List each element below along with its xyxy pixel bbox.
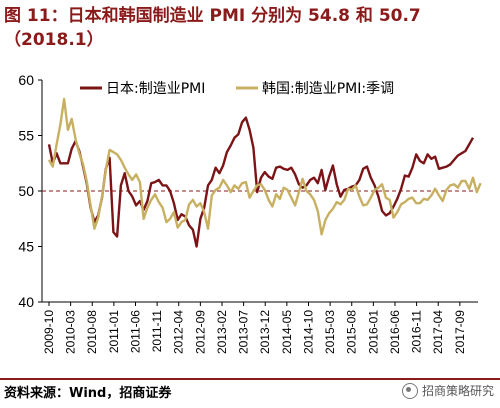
x-tick-label: 2011-06: [128, 310, 142, 353]
x-tick-label: 2010-03: [64, 310, 78, 354]
chart-title-line2: （2018.1）: [4, 30, 104, 50]
x-tick-label: 2015-08: [345, 310, 359, 354]
korea-pmi-line: [47, 97, 482, 236]
chart-title-line1: 图 11：日本和韩国制造业 PMI 分别为 54.8 和 50.7: [4, 6, 421, 26]
x-tick-label: 2016-06: [388, 310, 402, 354]
x-tick-label: 2012-04: [172, 310, 186, 354]
x-tick-label: 2015-03: [323, 310, 337, 354]
source-note: 资料来源：Wind，招商证券: [4, 386, 172, 401]
x-tick-label: 2016-11: [410, 310, 424, 353]
legend-japan-label: 日本:制造业PMI: [106, 81, 205, 97]
x-tick-label: 2010-08: [85, 310, 99, 354]
x-tick-label: 2013-02: [215, 310, 229, 354]
x-tick-label: 2014-10: [301, 310, 315, 354]
x-tick-label: 2013-12: [258, 310, 272, 354]
x-tick-label: 2012-09: [193, 310, 207, 354]
y-tick-label: 60: [18, 72, 34, 88]
x-tick-label: 2017-09: [453, 310, 467, 354]
chart-title: 图 11：日本和韩国制造业 PMI 分别为 54.8 和 50.7 （2018.…: [4, 4, 496, 52]
watermark: 招商策略研究: [401, 382, 494, 399]
x-tick-label: 2013-07: [237, 310, 251, 354]
legend-korea-label: 韩国:制造业PMI:季调: [262, 81, 394, 97]
y-tick-label: 50: [18, 183, 34, 199]
x-tick-label: 2011-01: [107, 310, 121, 353]
x-tick-label: 2016-01: [366, 310, 380, 354]
y-tick-label: 40: [18, 294, 34, 310]
x-tick-label: 2017-04: [431, 310, 445, 354]
japan-pmi-line: [47, 116, 475, 248]
y-tick-label: 55: [18, 128, 34, 144]
wechat-icon: [401, 382, 418, 399]
y-tick-label: 45: [18, 239, 34, 255]
x-tick-label: 2011-11: [150, 310, 164, 353]
x-tick-label: 2014-05: [280, 310, 294, 354]
x-tick-label: 2009-10: [42, 310, 56, 354]
pmi-line-chart: 40 45 50 55 60 2009-10 2010-03 2010-08 2011-01 20…: [18, 72, 482, 354]
watermark-text: 招商策略研究: [421, 384, 494, 398]
footer-divider: [0, 378, 500, 380]
